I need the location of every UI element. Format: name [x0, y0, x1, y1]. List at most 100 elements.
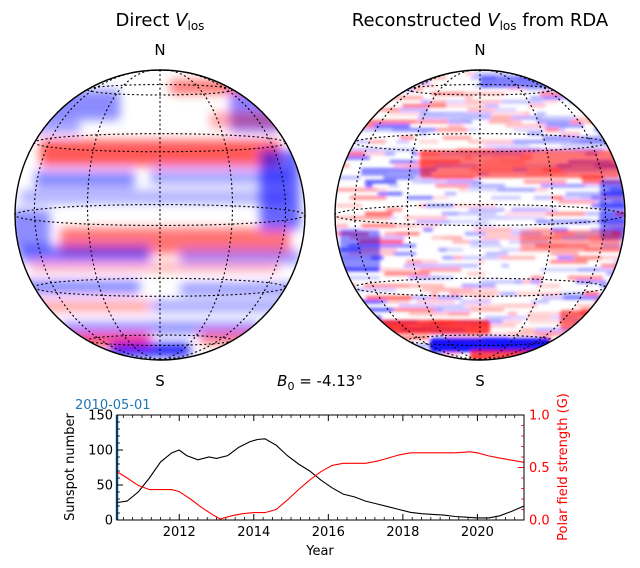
reconstruction-streak — [461, 284, 496, 288]
reconstruction-streak — [430, 296, 437, 300]
doppler-patch — [110, 344, 190, 356]
reconstruction-streak — [491, 116, 512, 120]
reconstruction-streak — [592, 84, 625, 88]
reconstruction-streak — [494, 108, 516, 112]
reconstruction-streak — [575, 220, 590, 224]
reconstruction-streak — [608, 296, 625, 300]
reconstruction-streak — [484, 104, 499, 108]
reconstruction-streak — [484, 316, 512, 320]
reconstruction-streak — [385, 96, 424, 100]
reconstruction-streak — [361, 168, 404, 172]
reconstruction-streak — [606, 356, 625, 360]
reconstruction-streak — [481, 336, 509, 340]
reconstruction-streak — [390, 120, 415, 124]
b0-label: B0 = -4.13° — [277, 372, 363, 393]
reconstruction-streak — [511, 116, 542, 120]
reconstruction-streak — [389, 160, 418, 164]
reconstruction-streak — [420, 180, 448, 184]
reconstruction-streak — [438, 248, 447, 252]
reconstruction-streak — [421, 260, 438, 264]
reconstruction-streak — [345, 128, 356, 132]
reconstruction-streak — [409, 312, 449, 316]
reconstruction-streak — [535, 112, 546, 116]
reconstruction-streak — [430, 292, 438, 296]
reconstruction-streak — [345, 120, 358, 124]
reconstruction-streak — [378, 80, 403, 84]
reconstruction-streak — [409, 76, 447, 80]
reconstruction-streak — [442, 256, 455, 260]
reconstruction-streak — [491, 112, 524, 116]
reconstruction-streak — [585, 84, 593, 88]
reconstruction-streak — [615, 272, 625, 276]
reconstruction-streak — [579, 88, 610, 92]
reconstruction-streak — [601, 264, 625, 268]
reconstruction-streak — [523, 112, 530, 116]
reconstruction-streak — [358, 84, 383, 88]
reconstruction-streak — [357, 120, 368, 124]
longitude-line — [159, 70, 234, 360]
reconstruction-streak — [572, 148, 604, 152]
reconstruction-streak — [479, 228, 512, 232]
doppler-patch — [470, 350, 550, 360]
doppler-patch — [15, 210, 50, 250]
reconstruction-streak — [598, 132, 625, 136]
reconstruction-streak — [361, 172, 388, 176]
reconstruction-streak — [511, 120, 522, 124]
reconstruction-streak — [546, 212, 586, 216]
reconstruction-streak — [422, 288, 435, 292]
reconstruction-streak — [386, 300, 410, 304]
reconstruction-streak — [393, 164, 404, 168]
reconstruction-streak — [417, 116, 461, 120]
reconstruction-streak — [336, 92, 364, 96]
reconstruction-streak — [608, 308, 625, 312]
reconstruction-streak — [575, 116, 587, 120]
reconstruction-streak — [448, 312, 470, 316]
reconstruction-streak — [511, 208, 547, 212]
reconstruction-streak — [546, 124, 584, 128]
reconstruction-streak — [366, 308, 394, 312]
reconstruction-streak — [620, 184, 625, 188]
reconstruction-streak — [336, 140, 357, 144]
reconstruction-streak — [446, 336, 482, 340]
reconstruction-streak — [416, 220, 450, 224]
reconstruction-streak — [576, 72, 588, 76]
reconstruction-streak — [528, 320, 572, 324]
left-north-label: N — [154, 41, 165, 59]
reconstruction-streak — [464, 92, 506, 96]
reconstruction-streak — [420, 100, 431, 104]
y-axis-right-label: Polar field strength (G) — [556, 393, 571, 541]
reconstruction-streak — [437, 296, 462, 300]
reconstruction-streak — [449, 220, 489, 224]
reconstruction-streak — [395, 348, 424, 352]
doppler-patch — [180, 283, 300, 295]
reconstruction-streak — [336, 216, 350, 220]
reconstruction-streak — [364, 212, 393, 216]
reconstruction-streak — [569, 100, 610, 104]
reconstruction-streak — [571, 140, 580, 144]
reconstruction-streak — [541, 116, 576, 120]
doppler-patch — [30, 300, 150, 312]
reconstruction-streak — [599, 268, 615, 272]
reconstruction-streak — [395, 224, 414, 228]
reconstruction-streak — [468, 140, 513, 144]
reconstruction-streak — [619, 344, 625, 348]
reconstruction-streak — [557, 256, 574, 260]
reconstruction-streak — [550, 76, 574, 80]
reconstruction-streak — [404, 264, 433, 268]
reconstruction-streak — [591, 280, 607, 284]
x-tick-label: 2014 — [237, 525, 270, 540]
reconstruction-streak — [613, 112, 625, 116]
reconstruction-streak — [367, 120, 391, 124]
reconstruction-streak — [336, 352, 372, 356]
reconstruction-streak — [521, 328, 536, 332]
reconstruction-streak — [535, 220, 576, 224]
reconstruction-streak — [464, 96, 473, 100]
reconstruction-streak — [468, 208, 505, 212]
reconstruction-streak — [622, 260, 625, 264]
reconstruction-streak — [595, 200, 605, 204]
reconstruction-streak — [507, 312, 518, 316]
reconstruction-streak — [473, 228, 480, 232]
reconstruction-streak — [336, 148, 379, 152]
polar-field-line — [117, 451, 524, 520]
reconstruction-streak — [412, 88, 424, 92]
